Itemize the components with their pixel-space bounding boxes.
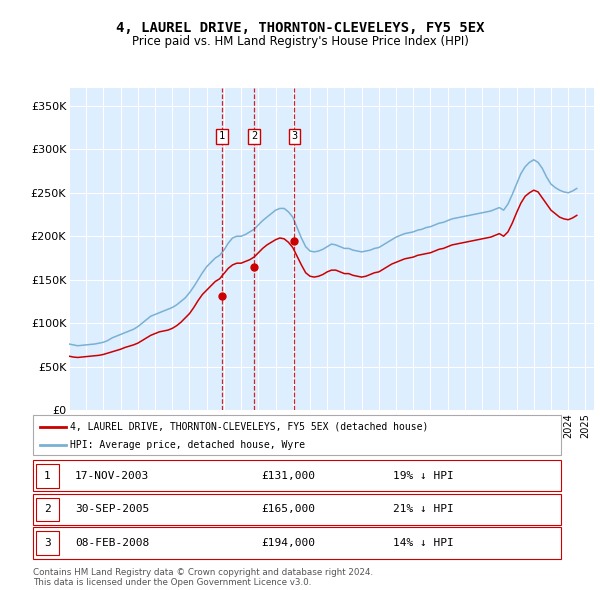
Text: £194,000: £194,000 xyxy=(261,538,315,548)
Text: 3: 3 xyxy=(292,132,298,141)
Text: 19% ↓ HPI: 19% ↓ HPI xyxy=(393,471,454,481)
Text: 17-NOV-2003: 17-NOV-2003 xyxy=(75,471,149,481)
Text: Contains HM Land Registry data © Crown copyright and database right 2024.
This d: Contains HM Land Registry data © Crown c… xyxy=(33,568,373,587)
Text: 21% ↓ HPI: 21% ↓ HPI xyxy=(393,504,454,514)
Text: £131,000: £131,000 xyxy=(261,471,315,481)
Text: 4, LAUREL DRIVE, THORNTON-CLEVELEYS, FY5 5EX: 4, LAUREL DRIVE, THORNTON-CLEVELEYS, FY5… xyxy=(116,21,484,35)
Text: 1: 1 xyxy=(44,471,51,481)
Text: 30-SEP-2005: 30-SEP-2005 xyxy=(75,504,149,514)
Text: 14% ↓ HPI: 14% ↓ HPI xyxy=(393,538,454,548)
Text: HPI: Average price, detached house, Wyre: HPI: Average price, detached house, Wyre xyxy=(70,440,305,450)
Text: Price paid vs. HM Land Registry's House Price Index (HPI): Price paid vs. HM Land Registry's House … xyxy=(131,35,469,48)
Text: 4, LAUREL DRIVE, THORNTON-CLEVELEYS, FY5 5EX (detached house): 4, LAUREL DRIVE, THORNTON-CLEVELEYS, FY5… xyxy=(70,422,428,432)
Text: 3: 3 xyxy=(44,538,51,548)
Text: 1: 1 xyxy=(219,132,225,141)
Text: 08-FEB-2008: 08-FEB-2008 xyxy=(75,538,149,548)
Text: £165,000: £165,000 xyxy=(261,504,315,514)
Text: 2: 2 xyxy=(251,132,257,141)
Text: 2: 2 xyxy=(44,504,51,514)
